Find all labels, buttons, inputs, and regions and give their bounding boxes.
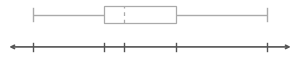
- Bar: [104, 6, 176, 23]
